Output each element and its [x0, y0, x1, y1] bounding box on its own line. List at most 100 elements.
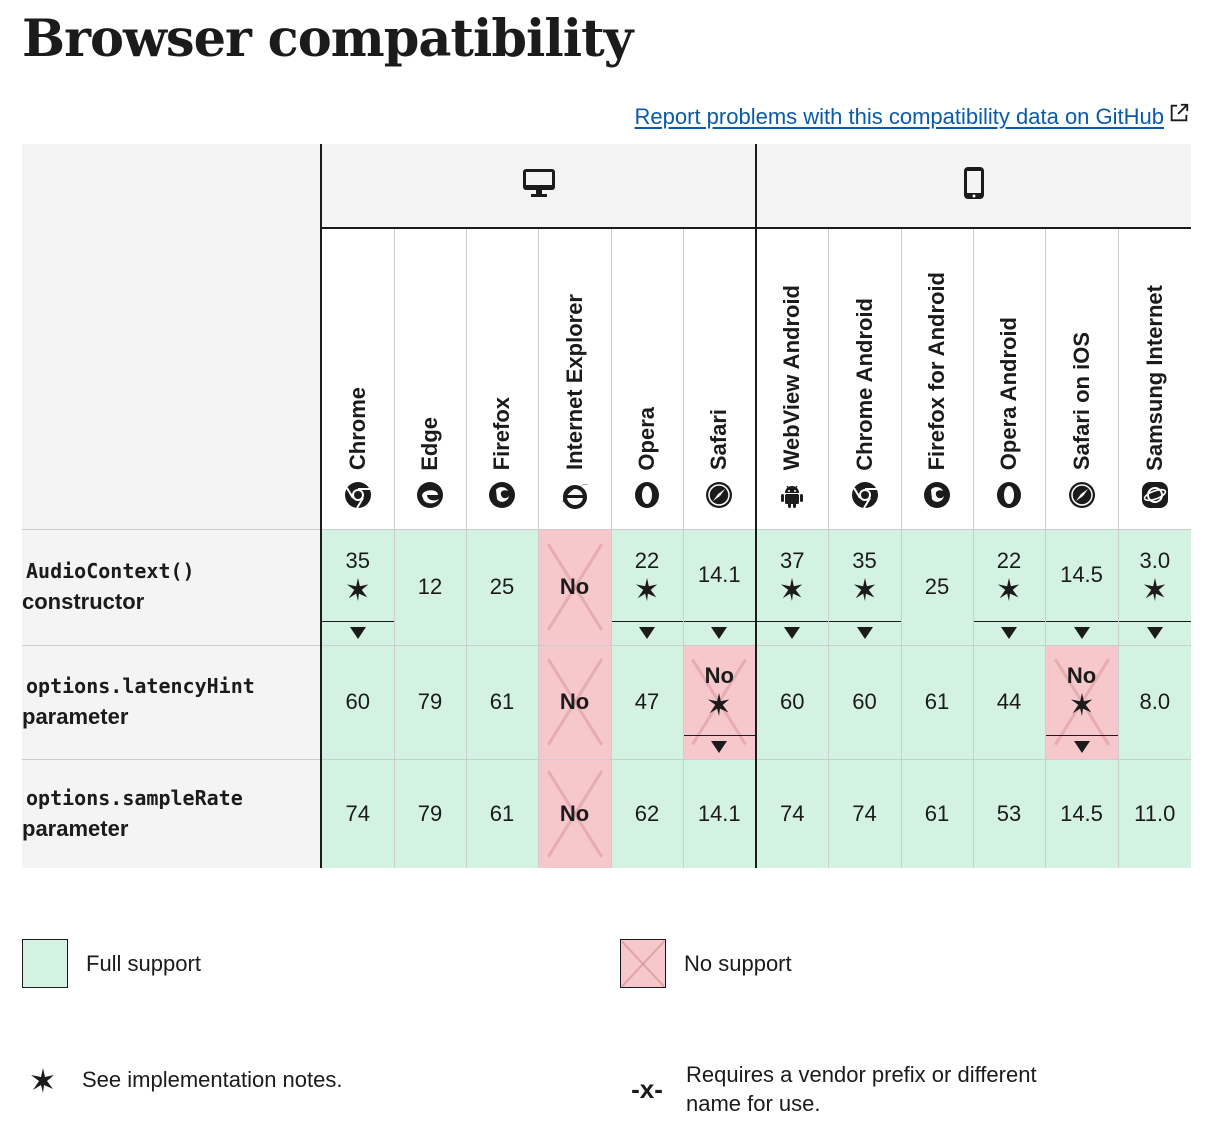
version-label: No: [559, 574, 590, 599]
expand-toggle[interactable]: [683, 620, 755, 646]
feature-row-audiocontext: AudioContext() constructor 35 12 25 No 22 14.1 3…: [22, 528, 1192, 646]
support-cell-opera-android: 44: [972, 644, 1045, 759]
expand-toggle[interactable]: [828, 620, 901, 646]
opera-icon: [633, 481, 661, 509]
support-cell-samsung-internet: 8.0: [1117, 644, 1192, 759]
support-cell-samsung-internet[interactable]: 3.0: [1117, 528, 1192, 646]
expand-toggle[interactable]: [1118, 620, 1192, 646]
note-star-icon: [852, 576, 878, 602]
expand-toggle[interactable]: [611, 620, 683, 645]
version-label: 11.0: [1134, 800, 1176, 826]
version-label: No: [559, 800, 590, 826]
chevron-down-icon: [1073, 734, 1091, 760]
chevron-down-icon: [1146, 620, 1164, 646]
browser-name: Opera Android: [996, 317, 1021, 471]
opera-icon: [995, 481, 1023, 509]
browser-name: Edge: [417, 416, 442, 471]
support-cell-edge: 79: [393, 644, 466, 759]
note-star-icon: [996, 576, 1022, 602]
chevron-down-icon: [710, 620, 728, 646]
version-label: 74: [780, 800, 805, 826]
support-cell-chrome[interactable]: 35: [320, 528, 394, 646]
browser-name: Chrome Android: [851, 297, 877, 471]
version-label: 12: [417, 574, 443, 599]
desktop-icon: [522, 169, 555, 197]
chevron-down-icon: [1000, 620, 1018, 646]
support-cell-chrome: 74: [320, 758, 394, 868]
support-cell-opera-android: 53: [972, 758, 1045, 868]
android-icon: [778, 481, 806, 509]
support-cell-internet-explorer: No: [537, 528, 611, 645]
compat-table: Chrome Edge Firefox Internet Explorer Opera S…: [22, 144, 1192, 868]
support-cell-opera-android[interactable]: 22: [972, 528, 1045, 646]
support-cell-safari[interactable]: 14.1: [682, 528, 756, 646]
browser-name: WebView Android: [779, 285, 805, 471]
expand-toggle[interactable]: [1045, 620, 1118, 645]
version-label: No: [559, 689, 590, 714]
version-label: 14.5: [1060, 800, 1103, 826]
version-label: 25: [489, 574, 515, 599]
version-label: No: [704, 663, 734, 688]
version-label: 62: [634, 800, 660, 826]
support-cell-internet-explorer: No: [537, 644, 611, 759]
note-star-icon: [1069, 691, 1095, 717]
legend-notes: See implementation notes.: [22, 1066, 343, 1094]
note-star-icon: [706, 691, 732, 717]
support-cell-firefox-for-android: 61: [900, 758, 973, 868]
table-corner: [22, 144, 321, 529]
feature-code[interactable]: options.sampleRate: [26, 785, 243, 810]
note-star-icon: [345, 576, 371, 602]
browser-header-chrome: Chrome: [320, 228, 394, 529]
feature-desc: constructor: [22, 589, 145, 614]
page-title: Browser compatibility: [22, 9, 633, 69]
internet-explorer-icon: [561, 481, 589, 509]
browser-header-safari: Safari: [682, 228, 756, 529]
support-cell-safari[interactable]: No: [682, 644, 756, 759]
chevron-down-icon: [856, 620, 874, 646]
mobile-icon: [964, 167, 985, 199]
version-label: 3.0: [1139, 548, 1171, 573]
browser-name: Firefox: [489, 397, 514, 471]
safari-icon: [705, 481, 733, 509]
support-cell-chrome-android[interactable]: 35: [827, 528, 901, 646]
support-cell-samsung-internet: 11.0: [1117, 758, 1192, 868]
feature-code[interactable]: AudioContext(): [26, 559, 195, 583]
support-cell-safari-on-ios[interactable]: 14.5: [1044, 528, 1118, 645]
version-label: 25: [924, 574, 950, 599]
version-label: 47: [634, 689, 660, 714]
version-label: 79: [417, 800, 443, 826]
version-label: 74: [852, 800, 877, 826]
note-star-icon: [634, 576, 660, 602]
legend-prefix: -x- Requires a vendor prefix or differen…: [626, 1060, 1036, 1118]
expand-toggle[interactable]: [322, 620, 394, 646]
expand-toggle[interactable]: [757, 620, 828, 645]
feature-code[interactable]: options.latencyHint: [26, 674, 255, 698]
support-cell-webview-android: 74: [755, 758, 828, 868]
support-cell-opera: 62: [610, 758, 683, 868]
version-label: 14.1: [697, 800, 741, 826]
browser-header-webview-android: WebView Android: [755, 228, 828, 529]
browser-header-edge: Edge: [393, 228, 466, 529]
support-cell-webview-android[interactable]: 37: [755, 528, 828, 645]
support-cell-webview-android: 60: [755, 644, 828, 759]
chevron-down-icon: [349, 620, 367, 646]
version-label: 61: [924, 800, 950, 826]
edge-icon: [416, 481, 444, 509]
browser-header-firefox-for-android: Firefox for Android: [900, 228, 973, 529]
support-cell-internet-explorer: No: [537, 758, 611, 868]
report-problems-link[interactable]: Report problems with this compatibility …: [635, 102, 1190, 132]
expand-toggle[interactable]: [973, 620, 1045, 646]
support-cell-chrome-android: 60: [827, 644, 901, 759]
version-label: 60: [852, 689, 877, 714]
expand-toggle[interactable]: [683, 734, 755, 759]
expand-toggle[interactable]: [1045, 734, 1118, 760]
support-cell-opera[interactable]: 22: [610, 528, 683, 645]
version-label: 60: [780, 689, 805, 714]
version-label: 44: [996, 689, 1022, 714]
support-cell-safari-on-ios[interactable]: No: [1044, 644, 1118, 760]
version-label: 37: [780, 548, 805, 573]
version-label: 61: [489, 689, 515, 714]
browser-header-chrome-android: Chrome Android: [827, 228, 901, 529]
support-cell-chrome-android: 74: [827, 758, 901, 868]
browser-header-opera-android: Opera Android: [972, 228, 1045, 529]
